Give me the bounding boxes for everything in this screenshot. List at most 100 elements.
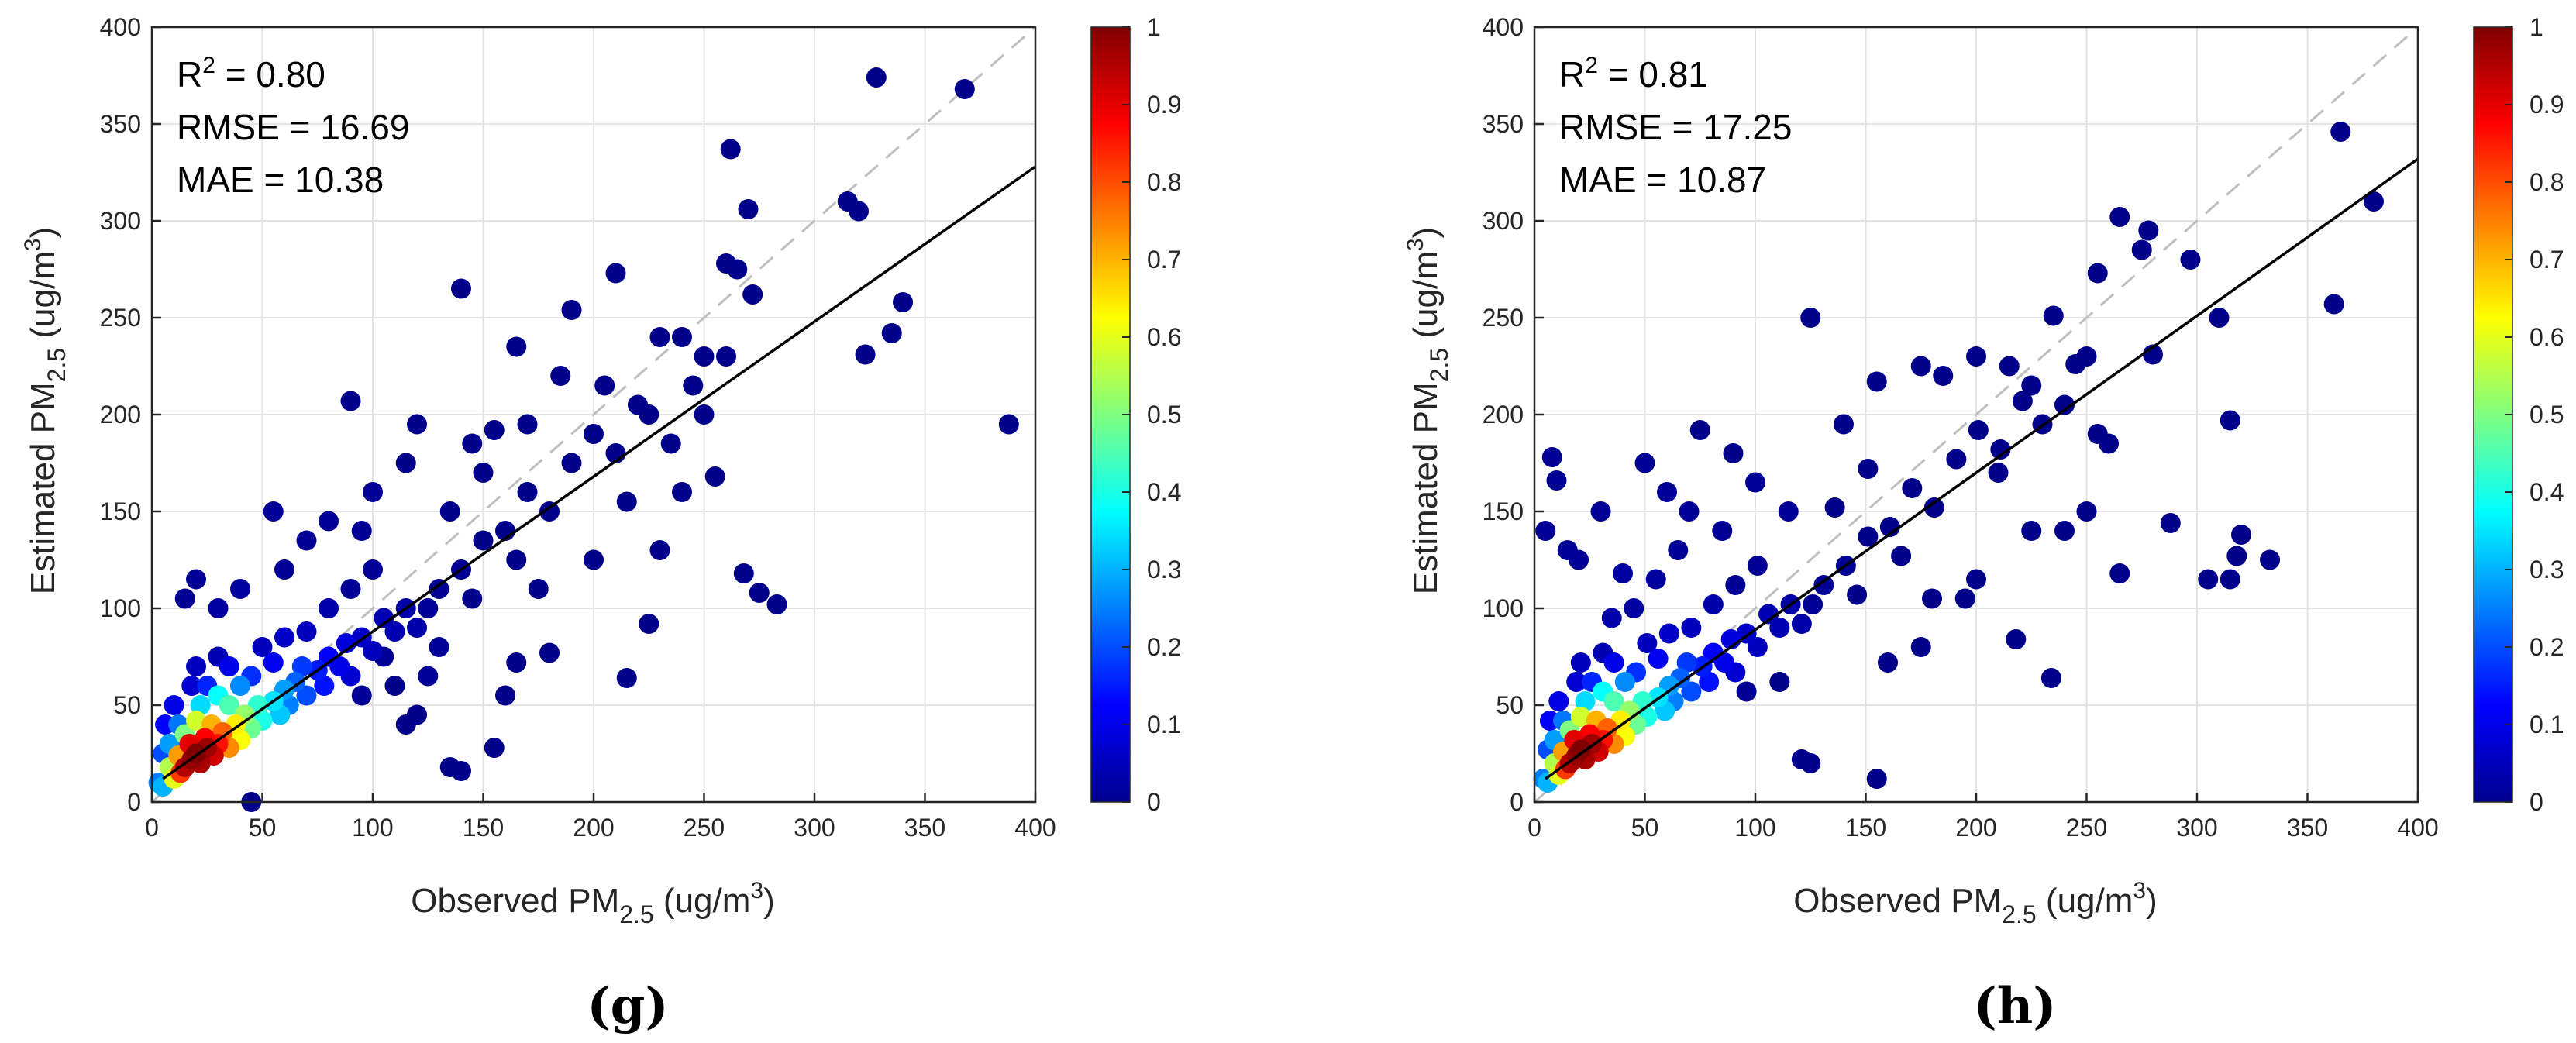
scatter-point <box>2099 433 2119 454</box>
fit-line <box>1545 157 2419 780</box>
colorbar-tick-label: 0.2 <box>2530 633 2564 661</box>
scatter-point <box>1858 459 1879 479</box>
y-tick-label: 350 <box>100 110 141 138</box>
scatter-point <box>550 366 571 386</box>
scatter-point <box>694 404 715 425</box>
scatter-point <box>418 666 439 687</box>
y-tick-label: 150 <box>100 497 141 525</box>
scatter-point <box>1548 691 1569 711</box>
scatter-point <box>893 292 913 312</box>
scatter-point <box>506 549 527 570</box>
scatter-point <box>2226 546 2247 566</box>
colorbar-tick-label: 0.7 <box>1147 246 1181 274</box>
scatter-point <box>2364 191 2384 212</box>
colorbar-tick-label: 0.3 <box>1147 556 1181 583</box>
scatter-point <box>2131 239 2152 260</box>
points-g <box>148 67 1019 812</box>
colorbar-tick-label: 0.4 <box>1147 478 1181 506</box>
scatter-point <box>866 67 887 88</box>
scatter-point <box>2180 250 2201 270</box>
fit-line-g <box>162 165 1037 780</box>
scatter-point <box>296 685 317 706</box>
scatter-point <box>429 579 449 599</box>
scatter-panel-g: 0 50 100 150 200 250 300 350 400 0 50 100 150 200 250… <box>20 13 1181 1035</box>
scatter-point <box>219 656 239 676</box>
scatter-point <box>1769 672 1790 692</box>
y-tick-label: 50 <box>1496 691 1524 719</box>
panel-label-g: (g) <box>587 977 668 1035</box>
scatter-point <box>2160 513 2181 533</box>
scatter-point <box>1933 366 1954 386</box>
scatter-point <box>1891 546 1912 566</box>
y-tick-label: 300 <box>100 207 141 235</box>
y-tick-label: 50 <box>113 691 141 719</box>
scatter-point <box>2330 122 2351 142</box>
y-tick-label: 0 <box>127 788 141 816</box>
scatter-point <box>340 579 361 599</box>
scatter-point <box>528 579 549 599</box>
scatter-point <box>384 676 405 696</box>
scatter-point <box>2109 563 2130 583</box>
scatter-point <box>1658 623 1679 644</box>
scatter-point <box>1990 439 2011 460</box>
scatter-point <box>473 530 494 551</box>
scatter-point <box>340 391 361 411</box>
scatter-point <box>314 676 335 696</box>
scatter-point <box>1966 569 1986 590</box>
colorbar-tick-label: 1 <box>1147 13 1161 41</box>
scatter-point <box>639 614 659 634</box>
scatter-point <box>2054 394 2075 415</box>
scatter-point <box>539 501 560 522</box>
scatter-point <box>1946 449 1967 470</box>
scatter-point <box>649 327 670 347</box>
x-tick-label: 150 <box>1845 814 1886 842</box>
colorbar-tick-label: 0 <box>1147 788 1161 816</box>
scatter-point <box>395 453 416 473</box>
x-tick-label: 0 <box>1527 814 1541 842</box>
scatter-point <box>1902 478 1923 498</box>
scatter-point <box>1657 482 1677 502</box>
scatter-point <box>319 646 339 667</box>
scatter-point <box>1570 739 1591 760</box>
x-tick-labels-h: 0 50 100 150 200 250 300 350 400 <box>1527 814 2439 842</box>
scatter-point <box>1824 497 1845 518</box>
y-tick-labels-g: 0 50 100 150 200 250 300 350 400 <box>100 13 141 816</box>
scatter-point <box>462 588 483 609</box>
scatter-point <box>1569 549 1589 570</box>
colorbar-tick-labels-g: 0 0.1 0.2 0.3 0.4 0.5 0.6 0.7 0.8 0.9 1 <box>1122 13 1181 816</box>
scatter-point <box>2040 668 2061 688</box>
scatter-point <box>1601 608 1622 628</box>
scatter-point <box>1834 414 1854 435</box>
x-tick-label: 100 <box>352 814 393 842</box>
scatter-point <box>351 685 372 706</box>
scatter-point <box>384 621 405 642</box>
scatter-point <box>2231 525 2251 545</box>
mae-stat-g: MAE = 10.38 <box>177 160 384 200</box>
rmse-stat-h: RMSE = 17.25 <box>1559 107 1792 147</box>
scatter-point <box>484 738 505 758</box>
scatter-point <box>1922 588 1942 609</box>
scatter-point <box>2012 391 2033 411</box>
scatter-point <box>1668 540 1689 560</box>
x-tick-label: 350 <box>2287 814 2328 842</box>
colorbar-tick-label: 0.8 <box>2530 168 2564 196</box>
scatter-point <box>1566 672 1587 692</box>
scatter-point <box>1541 447 1562 467</box>
x-tick-label: 250 <box>2066 814 2107 842</box>
scatter-point <box>186 711 206 731</box>
scatter-point <box>672 327 692 347</box>
scatter-point <box>1758 604 1779 625</box>
scatter-point <box>374 608 394 628</box>
scatter-point <box>351 521 372 541</box>
x-tick-label: 50 <box>1631 814 1659 842</box>
scatter-point <box>2109 207 2130 227</box>
scatter-point <box>2260 549 2281 570</box>
scatter-point <box>2220 410 2240 431</box>
scatter-point <box>584 549 604 570</box>
plot-frame-h <box>1533 26 2419 804</box>
colorbar-tick-label: 0.1 <box>2530 711 2564 738</box>
scatter-point <box>274 559 294 580</box>
scatter-point <box>2076 501 2097 522</box>
scatter-point <box>849 201 869 222</box>
